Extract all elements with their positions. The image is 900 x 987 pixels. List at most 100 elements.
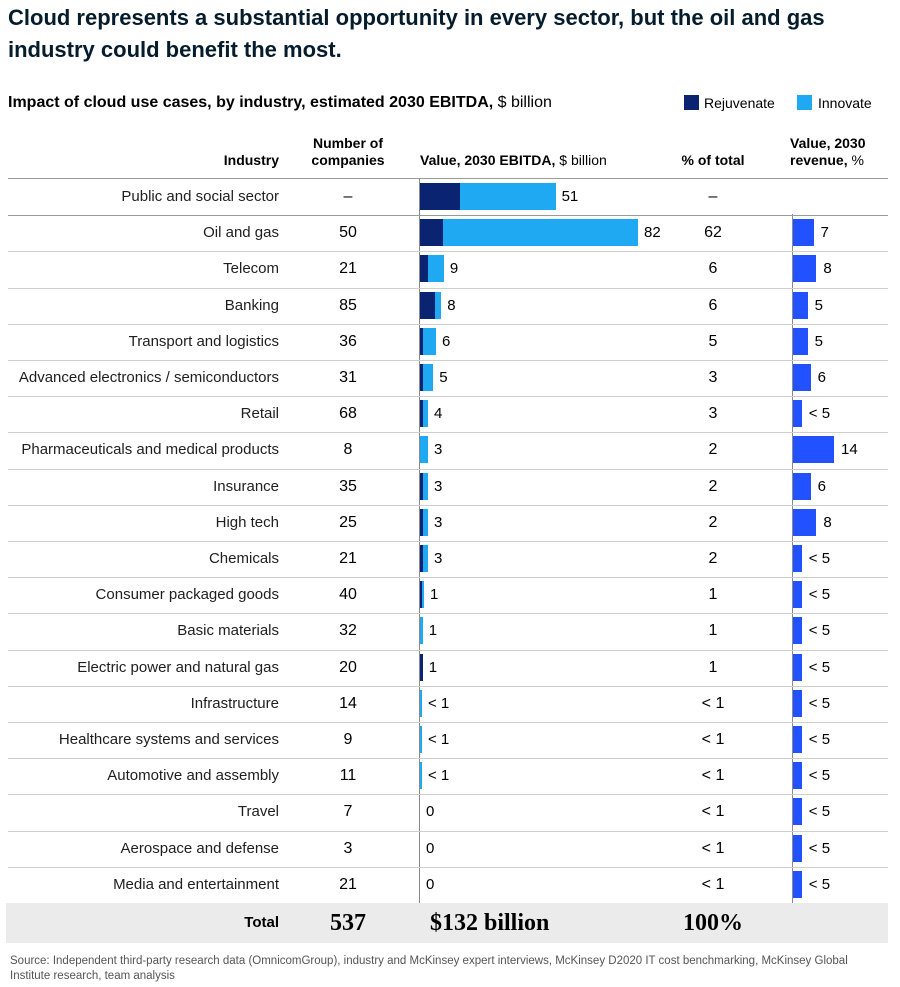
industry-label: Banking — [224, 297, 279, 314]
value-label: 1 — [428, 622, 438, 639]
revenue-label: 8 — [823, 514, 832, 531]
table-row: Advanced electronics / semiconductors 31 3… — [0, 360, 900, 396]
bar-rejuvenate — [420, 400, 423, 427]
value-label: 51 — [561, 188, 579, 205]
company-count: 8 — [343, 441, 353, 458]
value-label: 82 — [644, 224, 661, 241]
industry-label: Infrastructure — [190, 695, 279, 712]
pct-of-total: < 1 — [701, 731, 725, 748]
total-value: $132 billion — [430, 910, 550, 936]
revenue-label: < 5 — [808, 586, 831, 603]
row-divider — [8, 396, 888, 397]
row-divider — [8, 722, 888, 723]
bar-innovate — [442, 219, 638, 246]
revenue-label: 6 — [817, 478, 826, 495]
bar-revenue — [793, 617, 802, 644]
company-count: 85 — [339, 297, 357, 314]
row-divider — [8, 831, 888, 832]
table-row: Oil and gas 50 62 82 7 — [0, 215, 900, 251]
industry-label: Media and entertainment — [113, 876, 279, 893]
pct-of-total: 62 — [704, 224, 722, 241]
bar-rejuvenate — [420, 509, 423, 536]
company-count: – — [343, 188, 353, 205]
industry-label: Advanced electronics / semiconductors — [18, 369, 279, 386]
revenue-label: < 5 — [808, 405, 831, 422]
bar-revenue — [793, 255, 817, 282]
header-divider — [8, 178, 888, 179]
revenue-label: 5 — [814, 297, 823, 314]
industry-label: Travel — [237, 803, 279, 820]
pct-of-total: 2 — [708, 441, 718, 458]
bar-revenue — [793, 219, 814, 246]
pct-of-total: < 1 — [701, 695, 725, 712]
company-count: 9 — [343, 731, 353, 748]
total-companies: 537 — [330, 910, 366, 936]
table-row: High tech 25 2 3 8 — [0, 505, 900, 541]
company-count: 21 — [339, 876, 357, 893]
bar-revenue — [793, 473, 811, 500]
bar-revenue — [793, 436, 834, 463]
industry-label: High tech — [215, 514, 279, 531]
pct-of-total: 2 — [708, 514, 718, 531]
pct-of-total: 1 — [708, 586, 718, 603]
bar-rejuvenate — [420, 654, 423, 681]
bar-rejuvenate — [420, 364, 423, 391]
industry-label: Pharmaceuticals and medical products — [21, 441, 279, 458]
column-header-companies: Number of companies — [308, 135, 388, 169]
value-label: 8 — [447, 297, 456, 314]
row-divider — [8, 505, 888, 506]
table-row: Insurance 35 2 3 6 — [0, 469, 900, 505]
revenue-label: < 5 — [808, 767, 831, 784]
industry-label: Telecom — [223, 260, 279, 277]
company-count: 35 — [339, 478, 357, 495]
industry-label: Retail — [240, 405, 279, 422]
value-label: < 1 — [428, 767, 450, 784]
headline: Cloud represents a substantial opportuni… — [8, 5, 825, 62]
table-row: Public and social sector – – 51 — [0, 179, 900, 215]
value-label: 0 — [426, 840, 435, 857]
bar-innovate — [422, 473, 428, 500]
company-count: 14 — [339, 695, 357, 712]
pct-of-total: – — [708, 188, 718, 205]
value-label: 3 — [434, 441, 443, 458]
revenue-label: < 5 — [808, 659, 831, 676]
column-header-pct-total: % of total — [681, 152, 745, 168]
company-count: 21 — [339, 260, 357, 277]
table-row: Infrastructure 14 < 1 < 1 < 5 — [0, 686, 900, 722]
column-header-companies-line1: Number of — [313, 135, 383, 151]
bar-rejuvenate — [420, 183, 460, 210]
pct-of-total: 2 — [708, 550, 718, 567]
row-divider — [8, 251, 888, 252]
value-label: 1 — [428, 659, 438, 676]
pct-of-total: 6 — [708, 260, 718, 277]
company-count: 11 — [339, 767, 357, 784]
bar-revenue — [793, 292, 808, 319]
table-row: Retail 68 3 4 < 5 — [0, 396, 900, 432]
value-label: 9 — [449, 260, 459, 277]
table-row: Automotive and assembly 11 < 1 < 1 < 5 — [0, 758, 900, 794]
bar-rejuvenate — [420, 292, 435, 319]
column-header-value: Value, 2030 EBITDA, $ billion — [420, 152, 607, 169]
revenue-label: 8 — [823, 260, 832, 277]
company-count: 7 — [343, 803, 353, 820]
table-row: Travel 7 < 1 0 < 5 — [0, 794, 900, 830]
column-header-revenue: Value, 2030 revenue, % — [790, 135, 866, 169]
bar-revenue — [793, 835, 802, 862]
pct-of-total: 6 — [708, 297, 718, 314]
legend-swatch-innovate — [797, 95, 812, 110]
industry-label: Oil and gas — [203, 224, 279, 241]
industry-label: Public and social sector — [121, 188, 279, 205]
table-row: Healthcare systems and services 9 < 1 < 1 < … — [0, 722, 900, 758]
table-row: Banking 85 6 8 5 — [0, 288, 900, 324]
pct-of-total: < 1 — [701, 803, 725, 820]
row-divider — [8, 432, 888, 433]
bar-innovate — [420, 690, 422, 717]
company-count: 68 — [339, 405, 357, 422]
value-label: 0 — [426, 876, 435, 893]
row-divider — [8, 577, 888, 578]
legend-label-innovate: Innovate — [818, 95, 872, 111]
pct-of-total: 1 — [708, 659, 718, 676]
table-row: Chemicals 21 2 3 < 5 — [0, 541, 900, 577]
column-header-revenue-unit: % — [847, 152, 864, 168]
row-divider — [8, 613, 888, 614]
